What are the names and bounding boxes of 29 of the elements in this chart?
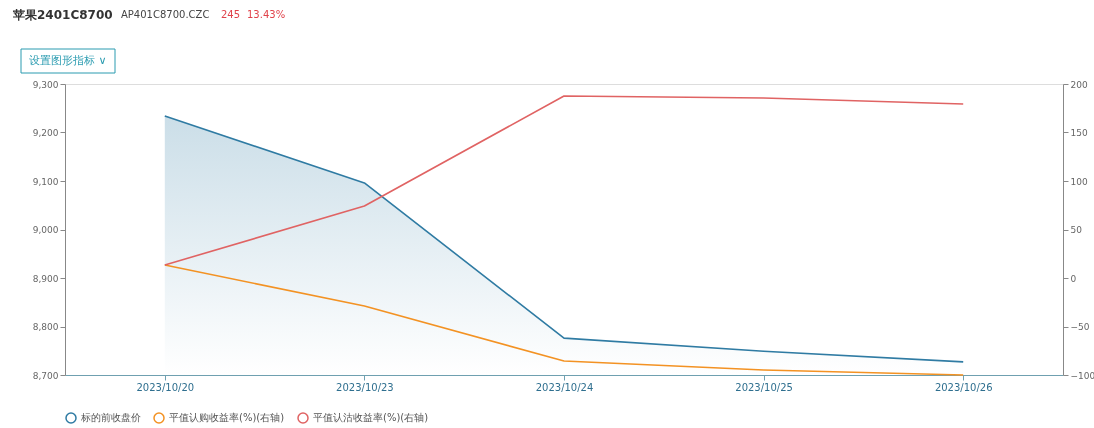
legend-label: 平值认购收益率(%)(右轴): [169, 412, 285, 423]
y-tick-label: 9,000: [32, 225, 59, 235]
y2-tick-label: 200: [1070, 79, 1088, 90]
text: 设置图形指标 ∨: [29, 54, 107, 67]
y-tick-label: 8,700: [32, 370, 59, 381]
y2-tick-label: 100: [1070, 176, 1088, 187]
y-tick-label: 9,100: [32, 176, 59, 187]
y-tick-label: 8,800: [32, 322, 59, 332]
y2-tick-label: 150: [1070, 128, 1088, 138]
x-tick-label: 2023/10/24: [535, 381, 594, 393]
y-tick-label: 8,900: [32, 273, 59, 284]
x-tick-label: 2023/10/26: [934, 381, 993, 393]
x-tick-label: 2023/10/23: [336, 381, 394, 393]
chart-title: 苹果2401C8700: [12, 8, 113, 22]
x-tick-label: 2023/10/20: [136, 381, 195, 393]
y2-tick-label: 0: [1070, 273, 1077, 284]
text: 13.43%: [247, 9, 286, 20]
y-tick-label: 9,200: [32, 128, 59, 138]
y2-tick-label: −100: [1070, 370, 1094, 381]
x-tick-label: 2023/10/25: [735, 381, 793, 393]
y-tick-label: 9,300: [32, 79, 59, 90]
line-series: [164, 264, 964, 376]
text: 245: [221, 9, 241, 20]
chart-subtitle: AP401C8700.CZC: [121, 9, 210, 20]
y2-tick-label: −50: [1070, 322, 1090, 332]
legend-label: 平值认沽收益率(%)(右轴): [313, 412, 429, 423]
line-series: [164, 95, 964, 266]
legend-label: 标的前收盘价: [80, 412, 141, 423]
y2-tick-label: 50: [1070, 225, 1083, 235]
